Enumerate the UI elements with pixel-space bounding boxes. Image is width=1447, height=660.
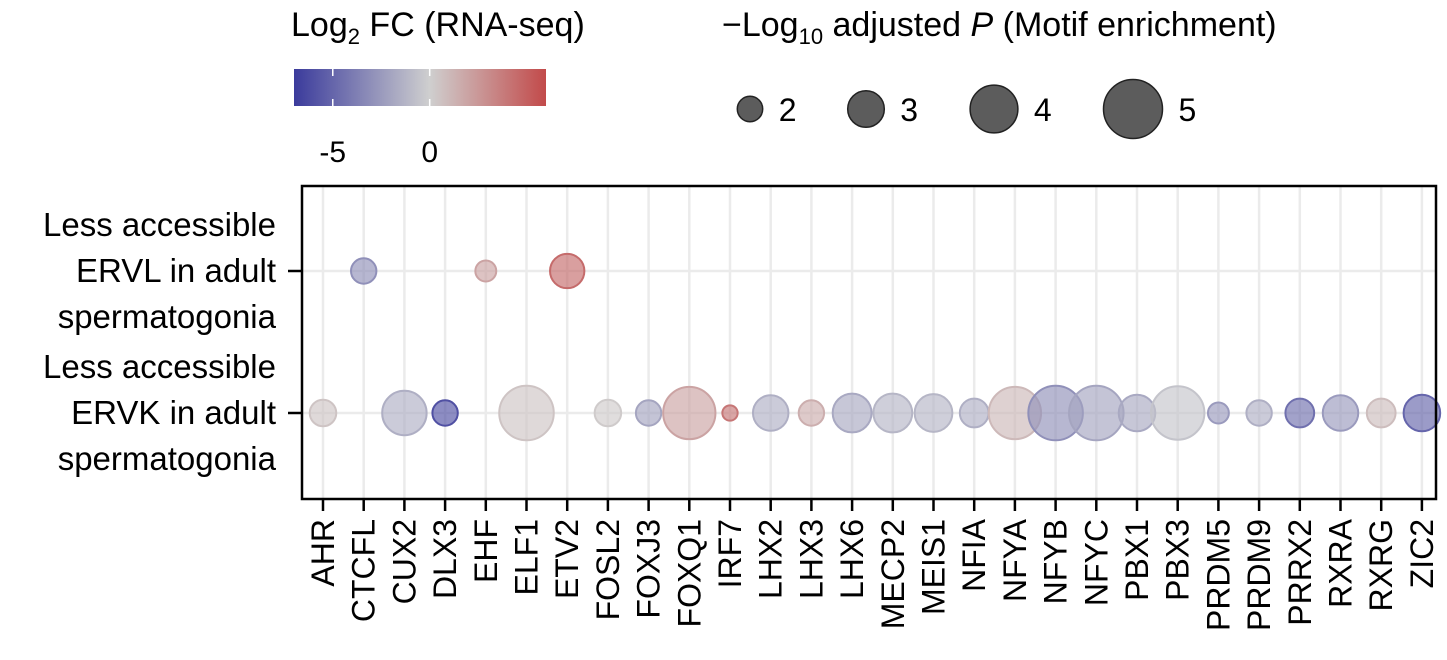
- size-legend: −Log10 adjusted P (Motif enrichment) 2 3 4…: [722, 6, 1277, 140]
- y-tick-label: ERVK in adult: [71, 394, 276, 431]
- x-tick-label: EHF: [468, 519, 504, 583]
- y-tick-label: Less accessible: [43, 206, 276, 243]
- x-tick-label: CUX2: [386, 519, 422, 604]
- size-legend-label: 3: [900, 92, 918, 128]
- data-point-fosl2: [593, 398, 623, 428]
- y-tick-label: spermatogonia: [58, 440, 277, 477]
- data-point-mecp2: [872, 392, 914, 434]
- x-tick-label: ELF1: [509, 519, 545, 595]
- x-tick-label: PRDM9: [1241, 519, 1277, 631]
- y-tick-label: Less accessible: [43, 348, 276, 385]
- data-point-prdm5: [1206, 401, 1230, 425]
- plot-background: [302, 186, 1436, 499]
- color-legend-title: Log2 FC (RNA-seq): [291, 6, 585, 49]
- x-tick-label: NFIA: [956, 518, 992, 592]
- x-tick-label: DLX3: [427, 519, 463, 599]
- y-tick-label: ERVL in adult: [76, 252, 276, 289]
- data-point-ctcfl: [350, 257, 378, 285]
- data-point-prdm9: [1245, 399, 1273, 427]
- x-tick-label: LHX6: [834, 519, 870, 599]
- data-point-lhx2: [751, 394, 790, 432]
- color-legend-tick-label: -5: [319, 136, 346, 169]
- x-tick-label: NFYA: [997, 518, 1033, 602]
- data-point-nfia: [958, 397, 990, 429]
- x-tick-label: FOXQ1: [671, 519, 707, 627]
- plot-border: [300, 184, 1438, 501]
- data-point-etv2: [549, 252, 586, 290]
- size-legend-label: 4: [1034, 92, 1052, 128]
- data-point-rxra: [1321, 394, 1360, 432]
- x-tick-label: PRDM5: [1200, 519, 1236, 631]
- data-point-elf1: [498, 384, 555, 442]
- x-tick-label: CTCFL: [346, 519, 382, 622]
- color-legend-bar: [294, 69, 546, 106]
- data-point-meis1: [913, 393, 954, 433]
- data-point-rxrg: [1365, 397, 1397, 429]
- x-tick-label: FOXJ3: [631, 519, 667, 619]
- size-legend-circle: [1102, 78, 1164, 140]
- y-tick-label: spermatogonia: [58, 298, 277, 335]
- data-point-foxq1: [662, 385, 717, 441]
- x-tick-label: RXRG: [1363, 519, 1399, 611]
- x-tick-label: ZIC2: [1404, 519, 1440, 588]
- data-point-ehf: [474, 259, 498, 283]
- x-tick-label: RXRA: [1323, 518, 1359, 608]
- x-tick-label: AHR: [305, 519, 341, 587]
- size-legend-circle: [846, 89, 886, 129]
- x-tick-label: NFYB: [1038, 519, 1074, 604]
- data-point-lhx3: [797, 399, 826, 427]
- data-point-lhx6: [831, 392, 873, 434]
- plot-area: Less accessible ERVL in adult spermatogoni…: [43, 184, 1442, 631]
- x-tick-label: LHX2: [753, 519, 789, 599]
- data-point-irf7: [721, 404, 739, 422]
- x-tick-label: PBX1: [1119, 519, 1155, 601]
- size-legend-label: 2: [779, 92, 797, 128]
- x-tick-label: PRRX2: [1282, 519, 1318, 626]
- data-point-pbx3: [1150, 385, 1206, 441]
- x-tick-label: PBX3: [1160, 519, 1196, 601]
- data-point-cux2: [381, 389, 428, 437]
- x-tick-label: MECP2: [875, 519, 911, 629]
- x-tick-label: NFYC: [1078, 519, 1114, 606]
- color-legend: Log2 FC (RNA-seq) -5 0: [291, 6, 585, 169]
- data-point-prrx2: [1284, 397, 1316, 429]
- color-legend-tick-label: 0: [421, 136, 438, 169]
- x-tick-label: MEIS1: [916, 519, 952, 615]
- size-legend-title: −Log10 adjusted P (Motif enrichment): [722, 6, 1277, 49]
- data-point-zic2: [1402, 393, 1442, 433]
- x-tick-label: IRF7: [712, 519, 748, 588]
- size-legend-circle: [736, 95, 764, 123]
- x-tick-label: LHX3: [793, 519, 829, 599]
- data-point-pbx1: [1117, 393, 1157, 433]
- data-point-dlx3: [431, 399, 459, 427]
- data-point-ahr: [308, 398, 338, 428]
- size-legend-label: 5: [1179, 92, 1197, 128]
- size-legend-circle: [969, 84, 1019, 134]
- data-point-nfyc: [1068, 384, 1125, 442]
- x-tick-label: ETV2: [549, 519, 585, 599]
- x-tick-label: FOSL2: [590, 519, 626, 620]
- data-point-foxj3: [634, 399, 663, 427]
